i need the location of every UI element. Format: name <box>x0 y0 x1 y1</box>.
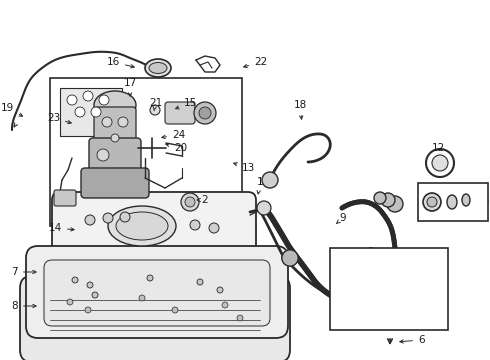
Circle shape <box>72 277 78 283</box>
Bar <box>60 88 122 136</box>
Circle shape <box>67 299 73 305</box>
FancyBboxPatch shape <box>54 190 76 206</box>
Bar <box>330 248 448 330</box>
FancyBboxPatch shape <box>94 107 136 153</box>
Circle shape <box>87 282 93 288</box>
Ellipse shape <box>149 63 167 73</box>
Bar <box>50 78 242 226</box>
Text: 16: 16 <box>107 57 134 68</box>
Circle shape <box>426 149 454 177</box>
Circle shape <box>387 196 403 212</box>
Circle shape <box>257 201 271 215</box>
Circle shape <box>147 275 153 281</box>
Circle shape <box>99 95 109 105</box>
Text: 9: 9 <box>337 213 346 224</box>
Circle shape <box>75 107 85 117</box>
Text: 11: 11 <box>426 189 447 199</box>
Ellipse shape <box>145 59 171 77</box>
Circle shape <box>85 307 91 313</box>
Circle shape <box>222 302 228 308</box>
Text: 4: 4 <box>389 281 415 291</box>
FancyBboxPatch shape <box>44 260 270 326</box>
FancyBboxPatch shape <box>89 138 141 184</box>
Circle shape <box>181 193 199 211</box>
Circle shape <box>139 295 145 301</box>
Circle shape <box>194 102 216 124</box>
Text: 20: 20 <box>166 143 187 153</box>
Text: 6: 6 <box>400 335 425 345</box>
Circle shape <box>111 134 119 142</box>
Text: 17: 17 <box>123 78 137 96</box>
Circle shape <box>118 117 128 127</box>
FancyBboxPatch shape <box>165 102 195 124</box>
Ellipse shape <box>108 206 176 246</box>
Ellipse shape <box>94 91 136 119</box>
Ellipse shape <box>282 250 298 266</box>
Text: 3: 3 <box>359 247 373 258</box>
Text: 23: 23 <box>47 113 71 124</box>
Circle shape <box>67 95 77 105</box>
Text: 8: 8 <box>11 301 36 311</box>
Circle shape <box>199 107 211 119</box>
Circle shape <box>237 315 243 321</box>
Text: 1: 1 <box>257 177 263 194</box>
Circle shape <box>262 172 278 188</box>
Text: 19: 19 <box>1 103 23 116</box>
Text: 14: 14 <box>49 223 74 233</box>
Circle shape <box>92 292 98 298</box>
FancyBboxPatch shape <box>52 192 256 270</box>
Circle shape <box>381 193 395 207</box>
Text: 21: 21 <box>149 98 162 111</box>
FancyBboxPatch shape <box>81 168 149 198</box>
Text: 18: 18 <box>294 100 307 119</box>
Circle shape <box>217 287 223 293</box>
Circle shape <box>120 212 130 222</box>
FancyBboxPatch shape <box>20 276 290 360</box>
Text: 12: 12 <box>431 143 444 162</box>
Circle shape <box>427 197 437 207</box>
Circle shape <box>185 197 195 207</box>
Circle shape <box>85 215 95 225</box>
Bar <box>418 183 488 221</box>
Circle shape <box>209 223 219 233</box>
Text: 24: 24 <box>162 130 185 140</box>
Circle shape <box>190 220 200 230</box>
Circle shape <box>91 107 101 117</box>
Text: 10: 10 <box>459 197 490 207</box>
Circle shape <box>97 149 109 161</box>
Circle shape <box>282 250 298 266</box>
Text: 2: 2 <box>197 195 208 205</box>
Ellipse shape <box>462 194 470 206</box>
Circle shape <box>83 91 93 101</box>
FancyBboxPatch shape <box>26 246 288 338</box>
Circle shape <box>423 193 441 211</box>
Circle shape <box>374 192 386 204</box>
Circle shape <box>103 213 113 223</box>
Circle shape <box>102 117 112 127</box>
Text: 15: 15 <box>175 98 197 109</box>
Circle shape <box>150 105 160 115</box>
Text: 13: 13 <box>234 163 255 173</box>
Ellipse shape <box>116 212 168 240</box>
Ellipse shape <box>447 195 457 209</box>
Text: 22: 22 <box>244 57 267 68</box>
Text: 7: 7 <box>11 267 36 277</box>
Circle shape <box>432 155 448 171</box>
Circle shape <box>197 279 203 285</box>
Circle shape <box>172 307 178 313</box>
Text: 5: 5 <box>380 262 396 272</box>
